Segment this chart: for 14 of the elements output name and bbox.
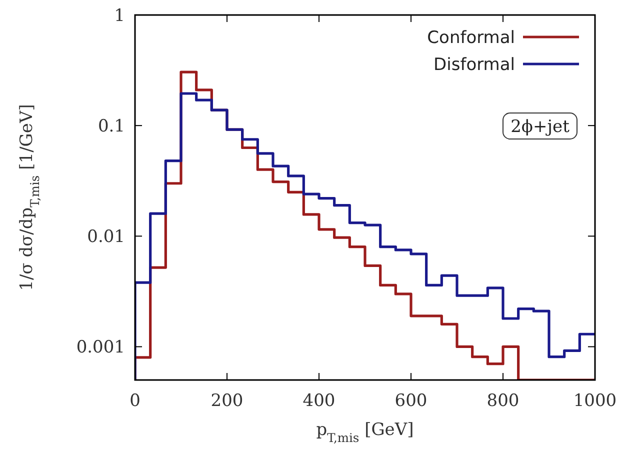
x-axis-title: p$_{T,mis}$ [GeV] — [316, 420, 414, 445]
x-tick-label: 0 — [130, 391, 140, 411]
legend-label: Conformal — [427, 28, 515, 48]
y-tick-label: 0.001 — [76, 338, 125, 358]
y-tick-label: 1 — [114, 6, 125, 26]
legend-label: Disformal — [434, 55, 515, 75]
annotation: 2ϕ+jet — [510, 117, 570, 137]
y-tick-label: 0.01 — [87, 227, 125, 248]
x-tick-label: 1000 — [573, 391, 617, 411]
x-tick-label: 800 — [486, 391, 520, 411]
x-tick-label: 400 — [302, 391, 336, 411]
x-tick-label: 200 — [210, 391, 244, 411]
y-tick-label: 0.1 — [98, 116, 125, 137]
x-tick-label: 600 — [394, 391, 428, 411]
